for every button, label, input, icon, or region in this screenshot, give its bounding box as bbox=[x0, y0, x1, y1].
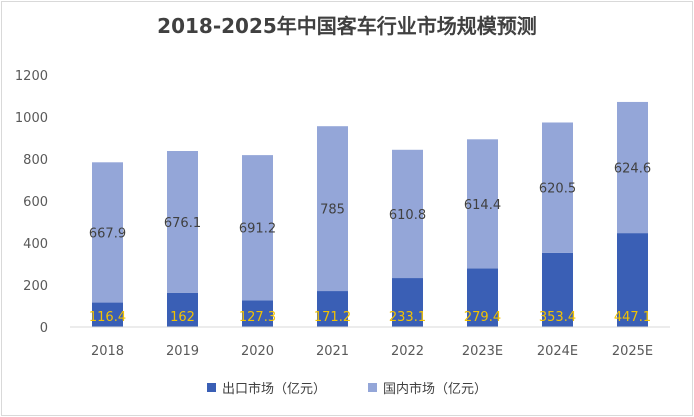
x-tick-label: 2022 bbox=[391, 344, 424, 359]
bar-export bbox=[317, 291, 348, 327]
data-label-domestic: 667.9 bbox=[89, 226, 126, 241]
legend-item-export: 出口市场（亿元） bbox=[206, 378, 326, 397]
data-label-export: 116.4 bbox=[89, 310, 126, 325]
x-tick-label: 2023E bbox=[462, 344, 503, 359]
bar-domestic bbox=[317, 126, 348, 292]
y-axis: 0 200 400 600 800 1000 1200 bbox=[15, 69, 48, 336]
data-label-domestic: 610.8 bbox=[389, 208, 426, 223]
legend-swatch-export bbox=[206, 383, 216, 392]
data-label-export: 353.4 bbox=[539, 310, 576, 325]
bars bbox=[92, 101, 648, 327]
y-tick-label: 400 bbox=[23, 237, 48, 252]
x-tick-label: 2025E bbox=[612, 344, 653, 359]
legend: 出口市场（亿元） 国内市场（亿元） bbox=[0, 378, 694, 397]
legend-label-export: 出口市场（亿元） bbox=[221, 382, 326, 397]
data-label-domestic: 691.2 bbox=[239, 222, 276, 237]
bar-export bbox=[92, 302, 123, 327]
bar-domestic bbox=[167, 150, 198, 293]
data-labels: 116.4 667.9 162 676.1 127.3 691.2 171.2 785 233.… bbox=[89, 162, 651, 325]
data-label-export: 162 bbox=[170, 310, 195, 325]
bar-domestic bbox=[467, 139, 498, 269]
y-tick-label: 1200 bbox=[15, 69, 48, 84]
bar-domestic bbox=[92, 162, 123, 303]
bar-domestic bbox=[392, 149, 423, 279]
x-tick-label: 2024E bbox=[537, 344, 578, 359]
legend-item-domestic: 国内市场（亿元） bbox=[368, 378, 487, 397]
x-tick-label: 2020 bbox=[241, 344, 274, 359]
y-tick-label: 200 bbox=[23, 279, 48, 294]
y-tick-label: 800 bbox=[23, 153, 48, 168]
bar-export bbox=[467, 268, 498, 327]
x-tick-label: 2019 bbox=[166, 344, 199, 359]
x-tick-label: 2021 bbox=[316, 344, 349, 359]
chart-title: 2018-2025年中国客车行业市场规模预测 bbox=[157, 14, 537, 38]
data-label-domestic: 624.6 bbox=[614, 162, 651, 177]
x-tick-label: 2018 bbox=[91, 344, 124, 359]
y-tick-label: 0 bbox=[40, 321, 48, 336]
bar-export bbox=[617, 233, 648, 327]
data-label-export: 127.3 bbox=[239, 310, 276, 325]
bar-export bbox=[167, 292, 198, 327]
data-label-export: 279.4 bbox=[464, 310, 501, 325]
data-label-export: 447.1 bbox=[614, 310, 651, 325]
bar-export bbox=[542, 252, 573, 327]
data-label-domestic: 676.1 bbox=[164, 216, 201, 231]
legend-label-domestic: 国内市场（亿元） bbox=[383, 382, 488, 397]
legend-swatch-domestic bbox=[368, 383, 377, 392]
data-label-export: 171.2 bbox=[314, 310, 351, 325]
data-label-export: 233.1 bbox=[389, 310, 426, 325]
data-label-domestic: 620.5 bbox=[539, 182, 576, 197]
data-label-domestic: 785 bbox=[320, 203, 345, 218]
bar-export bbox=[392, 278, 423, 327]
data-label-domestic: 614.4 bbox=[464, 198, 501, 213]
bar-export bbox=[242, 300, 273, 327]
bar-domestic bbox=[617, 101, 648, 234]
bar-domestic bbox=[542, 122, 573, 253]
y-tick-label: 1000 bbox=[15, 111, 48, 126]
bar-domestic bbox=[242, 155, 273, 301]
x-axis: 2018 2019 2020 2021 2022 2023E 2024E 2025E bbox=[70, 326, 670, 359]
y-tick-label: 600 bbox=[23, 195, 48, 210]
